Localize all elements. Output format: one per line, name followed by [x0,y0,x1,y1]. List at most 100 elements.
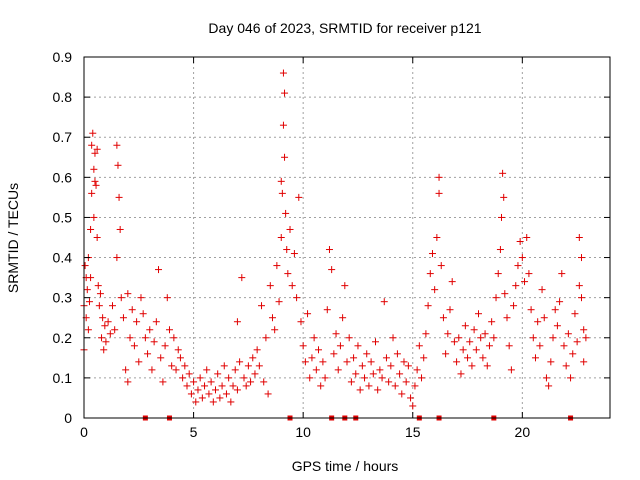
data-point [308,354,316,362]
data-point [93,234,101,241]
data-point [139,310,147,318]
data-point [433,234,441,241]
data-point [113,254,121,262]
data-point [400,358,408,366]
data-point [238,274,246,282]
data-point [527,306,535,314]
data-point [170,334,178,342]
data-point [91,177,99,185]
y-tick-label: 0.2 [53,330,73,346]
data-point [431,286,439,294]
data-point [492,294,500,302]
data-point [98,334,106,342]
data-point [505,342,513,350]
y-tick-label: 0.3 [53,290,73,306]
data-point [102,338,110,346]
data-point [185,370,193,378]
data-point [534,318,542,326]
data-point [518,254,526,262]
data-point [404,362,412,370]
data-point [262,334,270,342]
data-point [437,262,445,270]
data-point [341,282,349,290]
data-point [119,314,127,322]
data-point [521,278,529,286]
data-point [319,358,327,366]
data-point [361,374,369,382]
data-point [475,310,482,318]
data-point [575,234,583,241]
data-point [343,358,351,366]
data-point [111,326,119,334]
data-point [413,366,421,374]
data-point [446,306,454,314]
data-point [371,338,379,346]
data-point [387,362,395,370]
data-point [96,290,104,298]
data-point [198,394,206,402]
data-point [113,141,121,149]
data-point [470,326,478,334]
data-point [130,342,138,350]
data-point [264,390,272,398]
data-point [229,382,237,390]
data-point [81,262,89,270]
data-point [481,330,489,338]
data-point [540,314,548,322]
data-point [92,181,100,189]
data-point [468,362,476,370]
data-point [83,286,91,294]
data-point [253,346,261,354]
data-point [567,374,575,382]
data-point [466,338,474,346]
data-point [183,382,191,390]
data-point [255,362,263,370]
data-point [455,334,463,342]
data-point [523,234,531,241]
data-point [114,161,122,169]
data-point [279,69,287,77]
data-point [409,402,417,410]
data-point [485,342,493,350]
data-point [268,314,276,322]
data-point [117,294,125,302]
data-point [500,193,508,201]
data-point [328,266,336,274]
x-tick-label: 15 [405,424,421,440]
data-point [277,177,285,185]
grid-lines [84,57,610,418]
data-point [549,334,557,342]
data-point [345,334,353,342]
data-point [325,246,333,254]
data-point [187,390,195,398]
data-point [501,290,509,298]
data-point [104,318,112,326]
data-point [529,334,537,342]
data-point [87,274,95,282]
data-point [99,314,107,322]
data-point [137,294,145,302]
data-point [231,366,239,374]
data-point [426,270,434,278]
data-point [323,306,331,314]
data-point [101,322,109,330]
data-point [354,342,362,350]
data-point [279,121,287,129]
data-point [251,370,259,378]
data-point [411,382,419,390]
y-tick-label: 0.4 [53,250,73,266]
data-point [233,318,241,326]
data-point [356,386,364,394]
data-point [222,390,230,398]
data-point [407,394,415,402]
data-point [374,386,382,394]
y-tick-label: 0.8 [53,89,73,105]
data-point [418,374,426,382]
data-point [293,294,301,302]
data-point [288,282,296,290]
data-point [363,350,371,358]
data-point [266,282,274,290]
data-point [569,350,577,358]
data-point [218,382,226,390]
data-point [128,306,136,314]
